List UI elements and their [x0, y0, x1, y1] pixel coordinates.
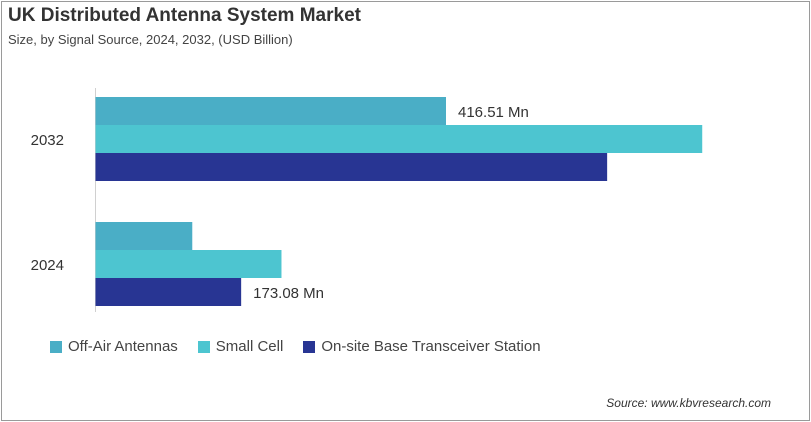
legend-swatch: [303, 340, 316, 353]
legend-label: On-site Base Transceiver Station: [321, 338, 541, 355]
legend-item: On-site Base Transceiver Station: [303, 338, 541, 355]
category-label: 2024: [31, 257, 64, 274]
legend-swatch: [50, 340, 62, 353]
chart-subtitle: Size, by Signal Source, 2024, 2032, (USD…: [8, 32, 293, 47]
bar-2032-on-site-base-transceiver-station: [95, 153, 608, 181]
bar-2024-on-site-base-transceiver-station: [95, 278, 242, 306]
category-label: 2032: [31, 132, 64, 149]
legend: Off-Air Antennas Small Cell On-site Base T…: [50, 338, 541, 355]
chart-title: UK Distributed Antenna System Market: [8, 5, 361, 26]
legend-item: Small Cell: [197, 338, 284, 355]
legend-item: Off-Air Antennas: [50, 338, 178, 355]
data-label: 416.51 Mn: [458, 104, 529, 121]
data-label: 173.08 Mn: [253, 285, 324, 302]
source-note: Source: www.kbvresearch.com: [606, 396, 771, 410]
bar-2032-off-air-antennas: [95, 97, 446, 125]
legend-label: Small Cell: [215, 338, 284, 355]
legend-label: Off-Air Antennas: [68, 338, 178, 355]
bar-2024-off-air-antennas: [95, 222, 193, 250]
legend-swatch: [197, 340, 210, 353]
bar-2024-small-cell: [95, 250, 282, 278]
bar-2032-small-cell: [95, 125, 703, 153]
